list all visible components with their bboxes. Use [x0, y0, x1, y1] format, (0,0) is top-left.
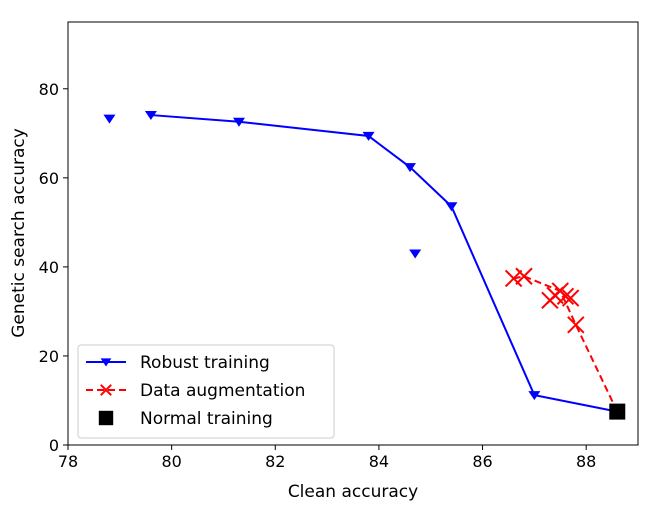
x-tick-label-88: 88 [576, 452, 596, 471]
data-point-data-augmentation-5-stroke-b [556, 287, 575, 305]
y-tick-label-40: 40 [39, 258, 59, 277]
data-point-data-augmentation-5 [556, 287, 575, 305]
legend-label-data-augmentation: Data augmentation [140, 381, 305, 401]
y-tick-label-80: 80 [39, 80, 59, 99]
data-point-data-augmentation-1 [515, 267, 533, 285]
axes: 78 80 82 84 86 88 0 20 40 60 80 [39, 21, 639, 471]
x-tick-label-84: 84 [369, 452, 389, 471]
data-point-data-augmentation-1-stroke-b [515, 267, 533, 285]
data-point-data-augmentation-7-stroke-b [567, 316, 585, 334]
data-point-data-augmentation-0-stroke-b [504, 269, 523, 288]
data-point-robust-training-1 [144, 111, 157, 121]
data-point-robust-training-2 [233, 117, 245, 127]
x-tick-label-78: 78 [58, 452, 78, 471]
data-point-robust-training-6 [409, 249, 422, 259]
data-point-data-augmentation-0 [504, 269, 523, 288]
x-tick-label-86: 86 [472, 452, 492, 471]
y-tick-label-60: 60 [39, 169, 59, 188]
data-point-robust-training-3 [362, 131, 375, 141]
x-axis-label: Clean accuracy [288, 482, 418, 502]
data-point-robust-training-5 [445, 202, 458, 212]
data-point-normal-training-0 [609, 403, 626, 420]
legend-marker-normal-training [98, 410, 114, 426]
plot-frame [67, 21, 639, 446]
y-tick-label-0: 0 [49, 436, 59, 455]
legend-box [77, 344, 335, 439]
legend-marker-data-augmentation [100, 384, 112, 396]
legend-label-normal-training: Normal training [140, 409, 273, 429]
data-point-robust-training-0 [103, 114, 116, 124]
legend-item-robust-training: Robust training [86, 353, 270, 373]
legend-item-data-augmentation: Data augmentation [86, 381, 305, 401]
legend-item-normal-training: Normal training [98, 409, 273, 429]
legend: Robust training Data augmentation Normal t… [77, 344, 335, 439]
legend-marker-robust-training [100, 358, 112, 367]
y-tick-label-20: 20 [39, 347, 59, 366]
plot-area [103, 111, 626, 420]
x-tick-label-80: 80 [161, 452, 181, 471]
data-point-data-augmentation-6 [561, 289, 580, 307]
data-point-robust-training-4 [404, 163, 416, 173]
x-tick-label-82: 82 [265, 452, 285, 471]
y-axis-label: Genetic search accuracy [9, 128, 29, 338]
data-point-data-augmentation-6-stroke-b [561, 289, 580, 307]
data-point-robust-training-7 [528, 391, 541, 401]
legend-marker-data-augmentation-stroke-b [100, 384, 112, 396]
data-point-data-augmentation-7 [567, 316, 585, 334]
legend-label-robust-training: Robust training [140, 353, 270, 373]
